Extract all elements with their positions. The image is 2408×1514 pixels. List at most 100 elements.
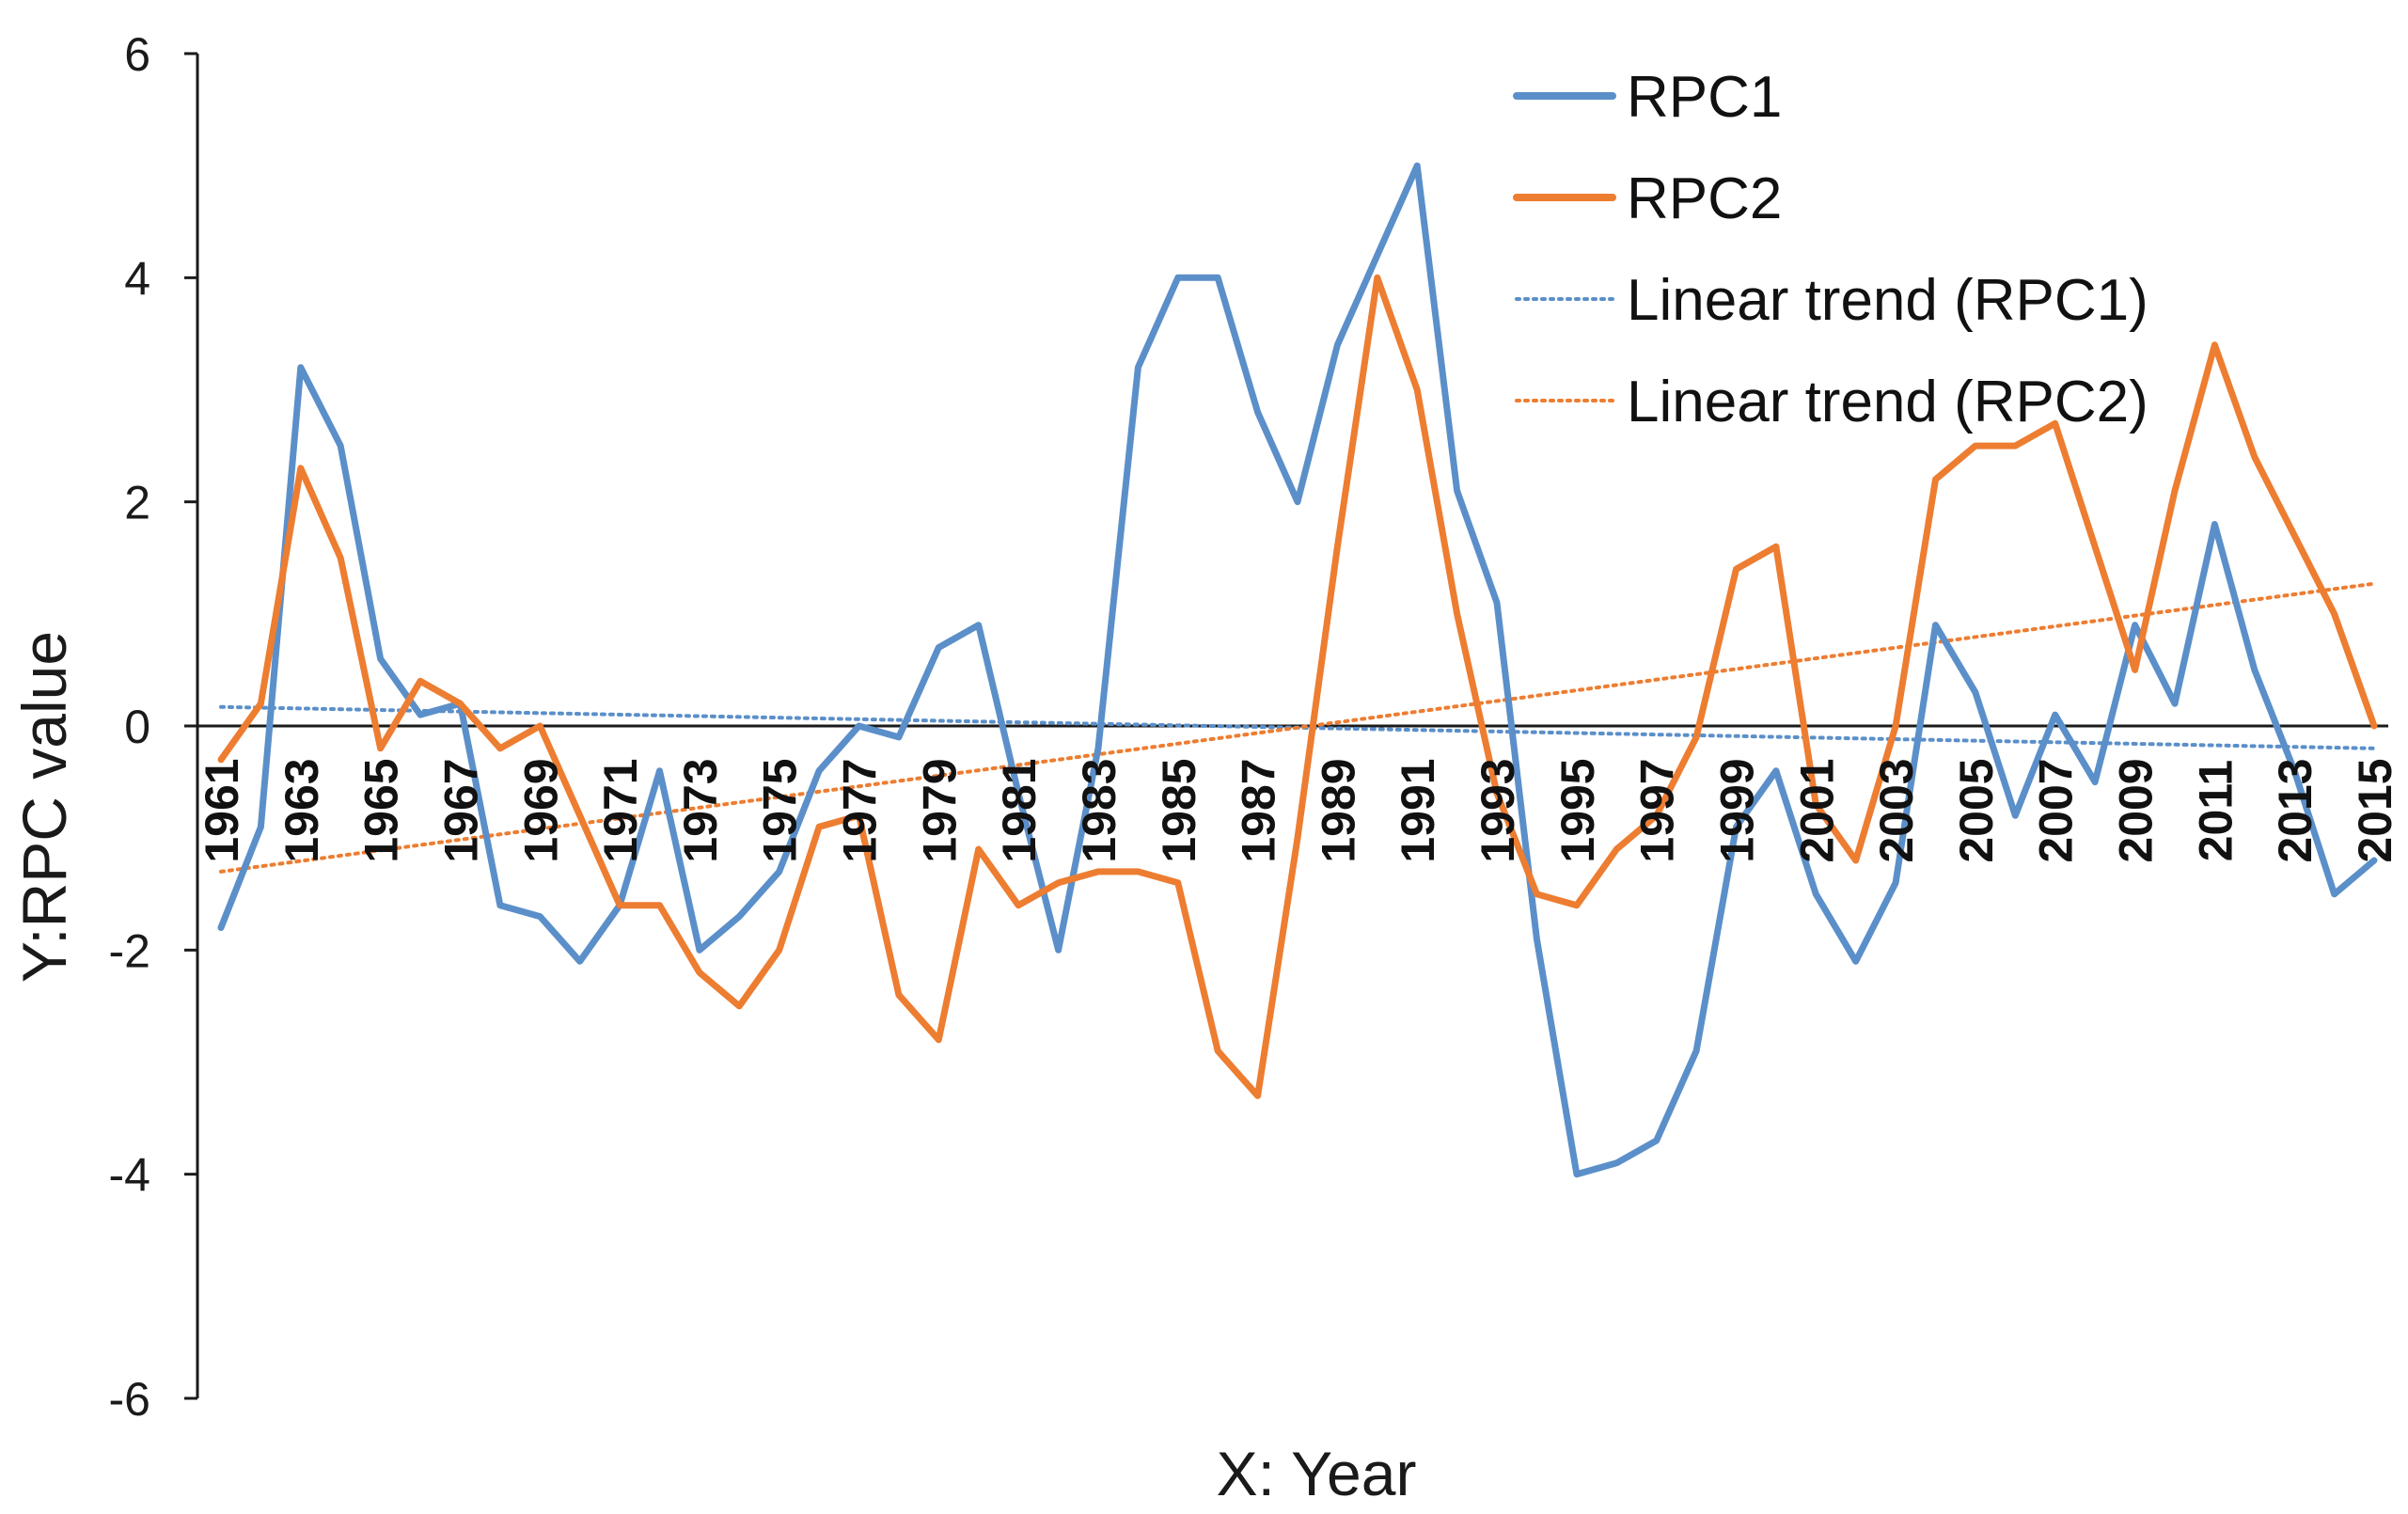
data-point-rpc1 — [378, 656, 384, 662]
x-tick-label: 2005 — [1950, 758, 2003, 862]
data-point-rpc1 — [1175, 275, 1181, 280]
data-point-rpc2 — [1613, 846, 1619, 852]
series-layer — [217, 162, 2378, 1178]
data-point-rpc1 — [777, 869, 782, 875]
data-point-rpc1 — [1534, 936, 1539, 941]
data-point-rpc2 — [2012, 443, 2018, 449]
data-point-rpc1 — [218, 925, 224, 931]
data-point-rpc2 — [2371, 723, 2377, 729]
x-tick-label: 1997 — [1631, 758, 1684, 862]
data-point-rpc1 — [656, 768, 662, 774]
data-point-rpc2 — [2332, 611, 2337, 617]
x-tick-label: 1979 — [913, 758, 966, 862]
data-point-rpc2 — [697, 970, 702, 975]
data-point-rpc2 — [1334, 544, 1340, 549]
legend-label: RPC2 — [1627, 166, 1782, 231]
data-point-rpc1 — [896, 734, 902, 740]
legend: RPC1 RPC2 Linear trend (RPC1) Linear trend … — [1513, 65, 2148, 434]
data-point-rpc1 — [1574, 1172, 1580, 1177]
x-tick-label: 2001 — [1790, 758, 1843, 862]
data-point-rpc2 — [457, 701, 463, 706]
data-point-rpc2 — [338, 555, 343, 560]
data-point-rpc2 — [378, 746, 384, 751]
data-point-rpc1 — [2211, 522, 2217, 528]
data-point-rpc2 — [298, 465, 304, 471]
x-tick-label: 2003 — [1870, 758, 1923, 862]
data-point-rpc2 — [2291, 532, 2297, 538]
data-point-rpc1 — [1215, 275, 1220, 280]
x-tick-label: 1987 — [1233, 758, 1285, 862]
x-tick-label: 1981 — [993, 758, 1046, 862]
x-tick-label: 1999 — [1710, 758, 1763, 862]
y-tick-label: -2 — [109, 924, 150, 977]
data-point-rpc1 — [497, 903, 503, 908]
data-point-rpc2 — [1135, 869, 1141, 875]
data-point-rpc1 — [857, 723, 862, 729]
legend-label: Linear trend (RPC2) — [1627, 370, 2148, 434]
data-point-rpc2 — [2172, 488, 2178, 494]
data-point-rpc2 — [1455, 611, 1460, 617]
data-point-rpc1 — [1414, 163, 1420, 168]
data-point-rpc2 — [1933, 477, 1939, 482]
data-point-rpc2 — [577, 812, 583, 818]
data-point-rpc1 — [1813, 891, 1818, 897]
data-point-rpc1 — [338, 443, 343, 449]
data-point-rpc2 — [497, 746, 503, 751]
x-tick-label: 1969 — [514, 758, 567, 862]
data-point-rpc2 — [2133, 667, 2138, 672]
data-point-rpc1 — [1135, 365, 1141, 371]
x-tick-labels: 1961 1963 1965 1967 1969 1971 1973 1975 1977 1979… — [196, 758, 2401, 862]
x-tick-label: 1967 — [434, 758, 487, 862]
data-point-rpc2 — [1773, 544, 1779, 549]
x-tick-label: 1973 — [674, 758, 727, 862]
x-tick-label: 1989 — [1312, 758, 1364, 862]
data-point-rpc2 — [1414, 387, 1420, 393]
x-tick-label: 1977 — [834, 758, 887, 862]
data-point-rpc1 — [1255, 409, 1261, 415]
data-point-rpc2 — [1095, 869, 1101, 875]
x-axis-label: X: Year — [1217, 1439, 1417, 1508]
data-point-rpc1 — [1773, 768, 1779, 774]
data-point-rpc2 — [617, 903, 622, 908]
data-point-rpc1 — [1375, 253, 1380, 259]
data-point-rpc1 — [258, 824, 263, 829]
data-point-rpc1 — [2012, 812, 2018, 818]
y-axis-label: Y:RPC value — [9, 631, 79, 983]
data-point-rpc1 — [2252, 667, 2258, 672]
data-point-rpc2 — [896, 992, 902, 998]
data-point-rpc2 — [1973, 443, 1978, 449]
data-point-rpc1 — [1693, 1049, 1699, 1054]
y-tick-labels: 6 4 2 0 -2 -4 -6 — [109, 28, 150, 1426]
data-point-rpc2 — [777, 947, 782, 953]
data-point-rpc2 — [537, 723, 543, 729]
data-point-rpc1 — [537, 914, 543, 920]
x-tick-label: 1975 — [754, 758, 807, 862]
y-tick-label: 0 — [124, 701, 150, 753]
data-point-rpc2 — [2252, 454, 2258, 460]
x-tick-label: 1971 — [594, 758, 647, 862]
data-point-rpc2 — [656, 903, 662, 908]
data-point-rpc2 — [936, 1037, 941, 1043]
y-tick-label: -6 — [109, 1373, 150, 1426]
data-point-rpc1 — [1654, 1138, 1660, 1143]
x-tick-label: 2015 — [2349, 758, 2401, 862]
x-tick-label: 2013 — [2269, 758, 2321, 862]
data-point-rpc2 — [1893, 723, 1898, 729]
data-point-rpc1 — [1295, 499, 1300, 505]
legend-label: Linear trend (RPC1) — [1627, 268, 2148, 333]
x-tick-label: 1993 — [1472, 758, 1524, 862]
data-point-rpc2 — [1056, 880, 1062, 886]
data-point-rpc2 — [2211, 342, 2217, 348]
legend-label: RPC1 — [1627, 65, 1782, 130]
data-point-rpc2 — [258, 701, 263, 706]
data-point-rpc2 — [1693, 734, 1699, 740]
data-point-rpc2 — [1215, 1049, 1220, 1054]
data-point-rpc2 — [1853, 858, 1859, 863]
trendline-linear-trend-rpc2 — [219, 581, 2376, 874]
data-point-rpc1 — [1455, 488, 1460, 494]
x-tick-label: 1961 — [196, 758, 248, 862]
data-point-rpc2 — [816, 824, 822, 829]
data-point-rpc1 — [577, 958, 583, 964]
data-point-rpc1 — [816, 768, 822, 774]
